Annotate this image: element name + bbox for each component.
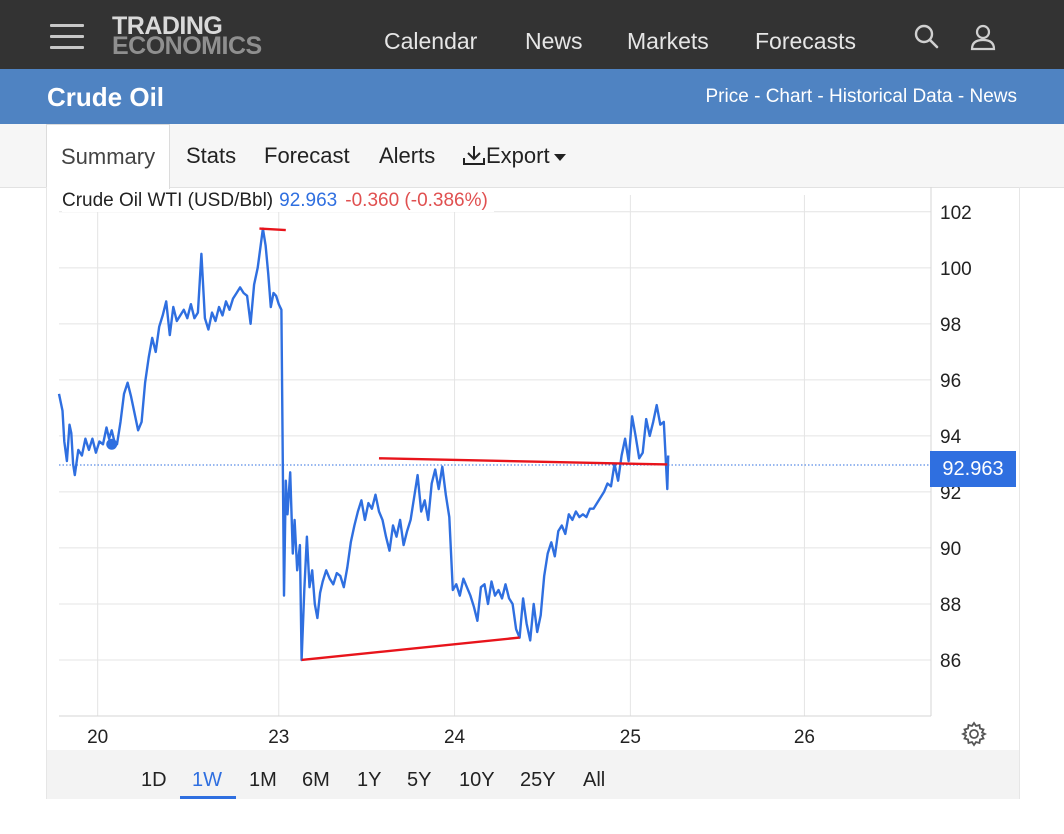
x-tick-label: 25	[620, 727, 641, 748]
series-layer	[57, 227, 931, 662]
chart-legend: Crude Oil WTI (USD/Bbl) 92.963 -0.360 (-0.…	[62, 190, 494, 212]
hamburger-menu-icon[interactable]	[50, 24, 84, 50]
active-range-indicator	[180, 796, 236, 799]
link-chart[interactable]: Chart	[765, 86, 813, 107]
page-title: Crude Oil	[47, 82, 165, 112]
series-line	[57, 227, 670, 662]
gear-icon[interactable]	[961, 721, 987, 747]
user-icon[interactable]	[968, 22, 998, 52]
link-separator: -	[748, 86, 766, 107]
y-tick-label: 88	[940, 595, 961, 616]
nav-forecasts[interactable]: Forecasts	[755, 28, 856, 54]
y-tick-label: 92	[940, 483, 961, 504]
nav-markets[interactable]: Markets	[627, 28, 709, 54]
hover-marker	[106, 438, 118, 450]
range-10y[interactable]: 10Y	[459, 769, 495, 791]
range-all[interactable]: All	[583, 769, 606, 791]
link-historical-data[interactable]: Historical Data	[829, 86, 953, 107]
range-25y[interactable]: 25Y	[520, 769, 556, 791]
y-tick-label: 90	[940, 539, 961, 560]
caret-down-icon	[553, 153, 566, 161]
trendline	[301, 636, 520, 662]
legend-change: -0.360 (-0.386%)	[345, 190, 488, 211]
x-tick-label: 23	[268, 727, 289, 748]
trendline	[259, 227, 286, 232]
y-tick-label: 94	[940, 427, 962, 448]
y-tick-label: 98	[940, 315, 961, 336]
range-5y[interactable]: 5Y	[407, 769, 432, 791]
axes: 86 88 90 92 94 96 98 100 102 20 23 24 25 26	[59, 187, 972, 748]
range-1m[interactable]: 1M	[249, 769, 277, 791]
link-price[interactable]: Price	[705, 86, 749, 107]
chart-container: 86 88 90 92 94 96 98 100 102 20 23 24 25 26	[46, 187, 1020, 750]
export-label: Export	[486, 143, 550, 168]
tab-stats[interactable]: Stats	[186, 143, 237, 168]
x-tick-label: 20	[87, 727, 108, 748]
tab-export[interactable]: Export	[462, 124, 566, 187]
logo-line-2: ECONOMICS	[112, 32, 262, 60]
tab-summary[interactable]: Summary	[46, 124, 171, 189]
range-1d[interactable]: 1D	[141, 769, 167, 791]
price-chart[interactable]: 86 88 90 92 94 96 98 100 102 20 23 24 25 26	[47, 187, 1019, 750]
nav-calendar[interactable]: Calendar	[384, 28, 478, 54]
range-1w[interactable]: 1W	[192, 769, 222, 791]
nav-news[interactable]: News	[525, 28, 583, 54]
range-6m[interactable]: 6M	[302, 769, 330, 791]
range-1y[interactable]: 1Y	[357, 769, 382, 791]
link-separator: -	[952, 86, 970, 107]
x-tick-label: 26	[794, 727, 815, 748]
x-tick-label: 24	[444, 727, 466, 748]
current-price-tag: 92.963	[930, 451, 1016, 487]
tab-bar: Summary Stats Forecast Alerts Export	[0, 124, 1064, 189]
logo[interactable]: TRADING ECONOMICS	[112, 12, 262, 60]
link-news[interactable]: News	[969, 86, 1017, 107]
y-tick-label: 96	[940, 371, 961, 392]
link-separator: -	[812, 86, 830, 107]
sub-links: Price - Chart - Historical Data - News	[706, 86, 1018, 108]
trendline	[378, 457, 668, 466]
y-tick-label: 86	[940, 651, 961, 672]
y-tick-label: 100	[940, 259, 972, 280]
tab-forecast[interactable]: Forecast	[264, 143, 350, 168]
range-selector: 1D 1W 1M 6M 1Y 5Y 10Y 25Y All	[46, 750, 1020, 799]
title-bar: Crude Oil Price - Chart - Historical Dat…	[0, 69, 1064, 124]
tab-alerts[interactable]: Alerts	[379, 143, 436, 168]
download-icon	[463, 146, 485, 165]
y-tick-label: 102	[940, 203, 972, 224]
legend-series-name: Crude Oil WTI (USD/Bbl)	[62, 190, 274, 211]
logo-line-1: TRADING	[112, 12, 223, 40]
top-navigation: TRADING ECONOMICS Calendar News Markets …	[0, 0, 1064, 69]
trendlines	[259, 227, 668, 662]
search-icon[interactable]	[911, 22, 941, 52]
legend-price: 92.963	[279, 190, 338, 211]
grid	[59, 195, 931, 716]
